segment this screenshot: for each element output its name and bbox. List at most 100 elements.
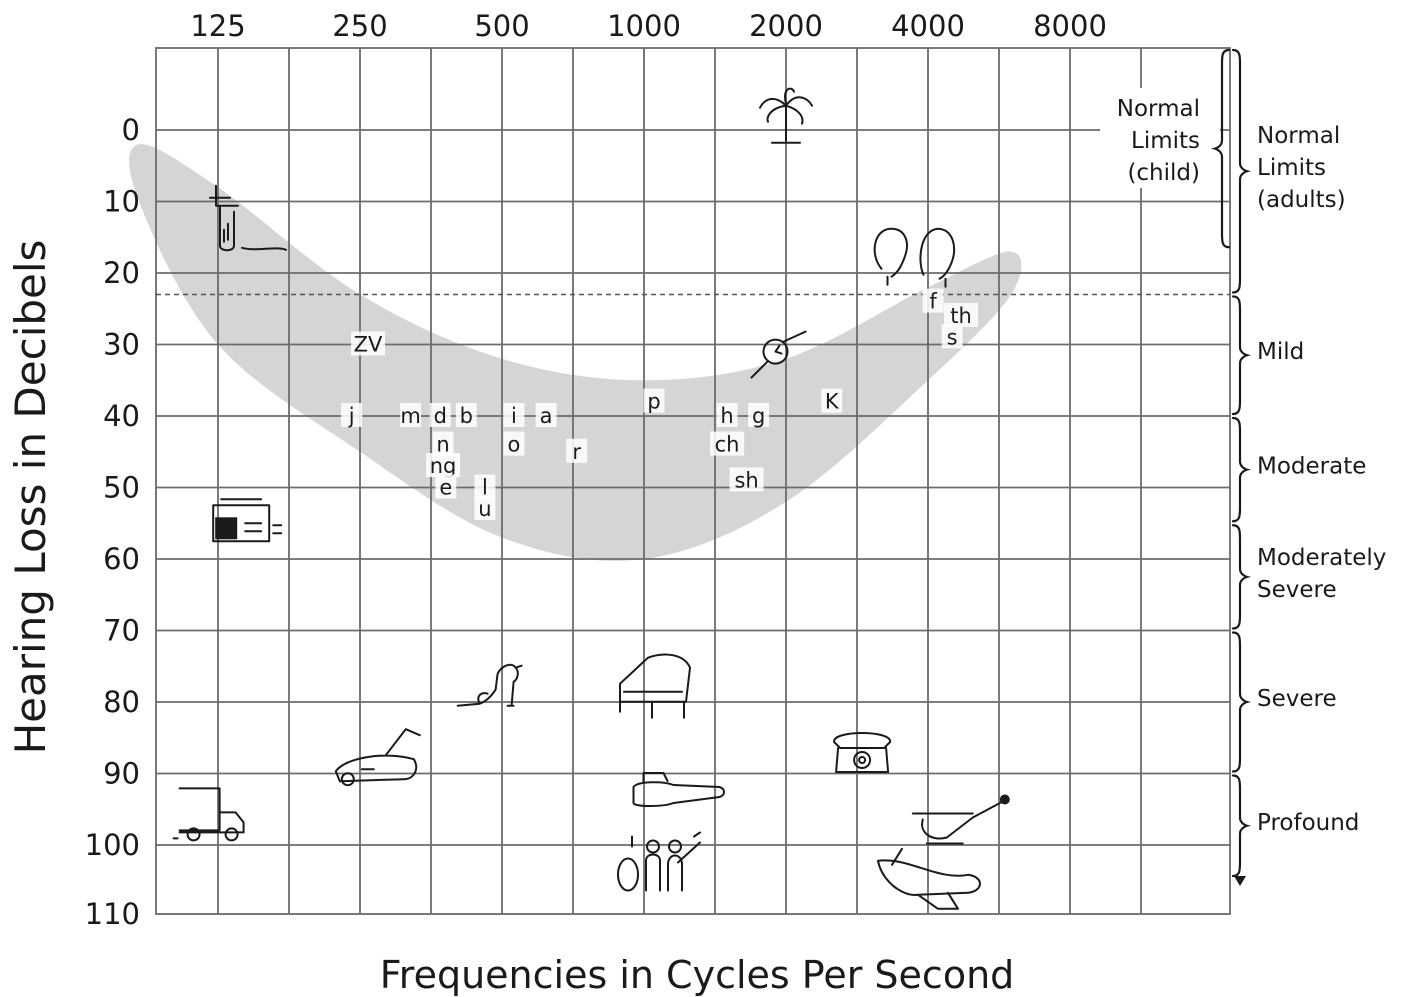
telephone-ring-icon: [833, 732, 892, 773]
helicopter-tail-rotor: [999, 794, 1010, 805]
phoneme-label-backing: [341, 403, 363, 427]
phoneme-label-backing: [729, 467, 764, 492]
phoneme-label: f: [929, 290, 937, 314]
phoneme-label-backing: [944, 302, 979, 327]
category-bracket: [1231, 774, 1252, 878]
phoneme-label-backing: [716, 403, 738, 427]
phoneme-label-backing: [351, 331, 386, 356]
phoneme-label: l: [482, 476, 488, 500]
phoneme-label-backing: [426, 453, 461, 478]
y-tick-label: 70: [103, 614, 140, 648]
x-axis-title: Frequencies in Cycles Per Second: [380, 953, 1015, 997]
phoneme-label: g: [752, 404, 765, 428]
phoneme-label: p: [647, 390, 660, 414]
y-tick-label: 20: [103, 256, 140, 290]
phoneme-label-backing: [503, 431, 525, 456]
phoneme-label: K: [825, 390, 840, 414]
airplane-icon: [877, 847, 981, 910]
phoneme-label-backing: [535, 403, 557, 427]
piano-icon: [619, 653, 691, 719]
leaves-rustling-icon: [759, 87, 813, 144]
phoneme-label: d: [434, 404, 447, 428]
category-label: Mild: [1257, 339, 1304, 365]
phoneme-label: u: [478, 497, 491, 521]
category-label: Severe: [1257, 686, 1337, 712]
phoneme-label: th: [950, 304, 972, 328]
rock-band-icon: [617, 831, 701, 892]
x-tick-label: 8000: [1033, 9, 1107, 43]
y-tick-label: 50: [103, 471, 140, 505]
x-tick-label: 1000: [607, 9, 681, 43]
phoneme-label-backing: [941, 324, 963, 349]
fridge-door-panel: [215, 517, 238, 540]
phoneme-label: ch: [715, 433, 740, 457]
phoneme-label-backing: [710, 431, 745, 456]
phoneme-label-backing: [748, 403, 770, 427]
refrigerator-hum-icon: [212, 498, 283, 543]
category-label: Normal Limits (adults): [1257, 123, 1346, 213]
phoneme-label-backing: [432, 431, 454, 456]
y-tick-label: 90: [103, 757, 140, 791]
y-tick-label: 0: [122, 113, 140, 147]
phoneme-label: m: [400, 404, 420, 428]
phoneme-label-backing: [922, 288, 944, 313]
phoneme-label: b: [460, 404, 473, 428]
barking-dog-icon: [456, 663, 523, 707]
phoneme-label: e: [439, 476, 452, 500]
ticking-watch-icon: [750, 330, 807, 379]
whispering-heads-icon: [873, 227, 956, 288]
category-label: Moderate: [1257, 454, 1366, 480]
phoneme-label-backing: [503, 403, 525, 427]
category-label: Moderately Severe: [1257, 545, 1386, 603]
x-tick-label: 500: [474, 9, 529, 43]
category-bracket: [1231, 524, 1252, 630]
phoneme-label: n: [436, 433, 449, 457]
sound-icons: [172, 87, 1010, 910]
phoneme-label: ZV: [354, 333, 383, 357]
phoneme-label-backing: [643, 388, 665, 413]
category-bracket: [1231, 48, 1252, 294]
phoneme-label: s: [947, 325, 958, 349]
child-label-backing: [1100, 88, 1220, 188]
phoneme-label: sh: [734, 468, 758, 492]
y-tick-label: 10: [103, 185, 140, 219]
x-tick-label: 125: [190, 9, 245, 43]
phoneme-label: r: [572, 440, 581, 464]
y-tick-label: 80: [103, 685, 140, 719]
phoneme-label: o: [508, 433, 521, 457]
x-tick-labels: 125 250 500 1000 2000 4000 8000: [190, 9, 1107, 43]
phoneme-label: a: [540, 404, 553, 428]
phoneme-label: i: [511, 404, 517, 428]
y-tick-label: 100: [85, 828, 140, 862]
x-tick-label: 4000: [891, 9, 965, 43]
phoneme-label: ng: [430, 454, 457, 478]
profound-arrow: [1234, 876, 1246, 886]
helicopter-icon: [911, 794, 1010, 845]
hearing-loss-categories: Normal Limits (adults) Mild Moderate Moderate…: [1100, 48, 1386, 886]
category-bracket: [1231, 416, 1252, 523]
phoneme-label-backing: [455, 403, 477, 427]
phoneme-label: j: [348, 404, 355, 428]
grid-lines: [155, 47, 1231, 915]
phoneme-label-backing: [474, 474, 496, 499]
truck-icon: [172, 787, 245, 842]
phoneme-label-backing: [474, 495, 496, 520]
y-tick-label: 40: [103, 399, 140, 433]
x-tick-label: 2000: [749, 9, 823, 43]
x-tick-label: 250: [332, 9, 387, 43]
y-tick-label: 110: [85, 897, 140, 931]
phoneme-label-backing: [429, 403, 451, 427]
child-category-label: Normal Limits (child): [1117, 96, 1200, 186]
dripping-faucet-icon: [209, 184, 287, 252]
speech-banana-region: [129, 144, 1022, 561]
category-label: Profound: [1257, 810, 1359, 836]
phoneme-label-backing: [566, 438, 588, 463]
phoneme-label-backing: [435, 474, 457, 499]
y-axis-title: Hearing Loss in Decibels: [6, 240, 55, 755]
chainsaw-icon: [632, 772, 725, 807]
category-bracket: [1231, 295, 1252, 416]
y-tick-label: 60: [103, 542, 140, 576]
phoneme-label-backing: [400, 403, 422, 427]
